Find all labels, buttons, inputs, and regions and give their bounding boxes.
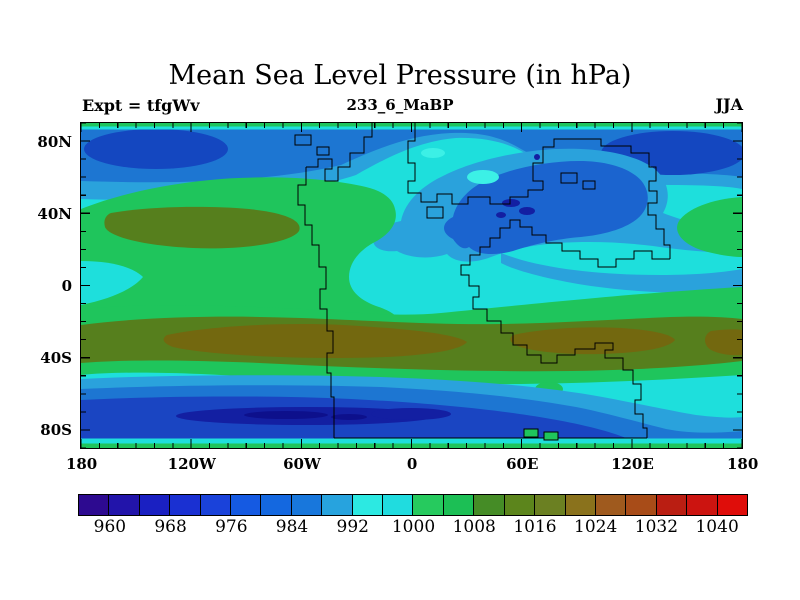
colorbar-cell xyxy=(291,495,323,515)
colorbar-cell xyxy=(170,495,201,515)
lat-tick-label: 80N xyxy=(37,132,72,151)
season-label: JJA xyxy=(715,95,743,114)
colorbar-cell xyxy=(626,495,657,515)
colorbar-cell xyxy=(504,495,536,515)
colorbar xyxy=(78,494,748,516)
colorbar-cell xyxy=(383,495,414,515)
lat-tick-label: 40N xyxy=(37,204,72,223)
colorbar-cell xyxy=(717,495,747,515)
colorbar-cell xyxy=(656,495,688,515)
lat-tick-label: 80S xyxy=(40,421,72,440)
lon-tick-label: 60E xyxy=(506,455,539,473)
colorbar-cell xyxy=(109,495,140,515)
colorbar-cell xyxy=(595,495,627,515)
colorbar-boundary-label: 960 xyxy=(93,517,127,537)
colorbar-boundary-label: 992 xyxy=(336,517,369,537)
page-title: Mean Sea Level Pressure (in hPa) xyxy=(168,60,632,91)
lon-tick-label: 180 xyxy=(726,455,759,473)
colorbar-cell xyxy=(200,495,232,515)
colorbar-boundary-label: 1016 xyxy=(513,517,557,537)
lon-tick-label: 120W xyxy=(167,455,216,473)
colorbar-cell xyxy=(535,495,566,515)
colorbar-cell xyxy=(261,495,292,515)
colorbar-cell xyxy=(322,495,353,515)
lat-tick-label: 40S xyxy=(40,349,72,368)
lon-tick-label: 60W xyxy=(283,455,321,473)
colorbar-boundary-label: 1024 xyxy=(574,517,618,537)
colorbar-cell xyxy=(231,495,262,515)
run-id-subtitle: 233_6_MaBP xyxy=(346,96,454,114)
contour-field xyxy=(81,123,742,448)
lat-tick-label: 0 xyxy=(61,277,72,295)
colorbar-cell xyxy=(565,495,596,515)
experiment-label: Expt = tfgWv xyxy=(82,96,200,115)
contour-map xyxy=(80,122,743,449)
colorbar-boundary-label: 1008 xyxy=(452,517,496,537)
lon-tick-label: 120E xyxy=(611,455,654,473)
colorbar-cell xyxy=(139,495,171,515)
colorbar-cell xyxy=(443,495,475,515)
colorbar-boundary-label: 1040 xyxy=(695,517,739,537)
colorbar-boundary-label: 984 xyxy=(275,517,309,537)
colorbar-boundary-label: 976 xyxy=(215,517,248,537)
colorbar-cell xyxy=(687,495,718,515)
coastlines xyxy=(294,123,671,441)
colorbar-cell xyxy=(474,495,505,515)
colorbar-boundary-label: 968 xyxy=(154,517,187,537)
lon-tick-label: 180 xyxy=(65,455,98,473)
contour-map-svg xyxy=(81,123,742,448)
colorbar-cell xyxy=(413,495,444,515)
colorbar-cell xyxy=(79,495,110,515)
colorbar-boundary-label: 1000 xyxy=(391,517,436,537)
lon-tick-label: 0 xyxy=(406,455,418,473)
tick-marks xyxy=(81,123,742,448)
colorbar-boundary-label: 1032 xyxy=(634,517,679,537)
colorbar-cell xyxy=(352,495,384,515)
